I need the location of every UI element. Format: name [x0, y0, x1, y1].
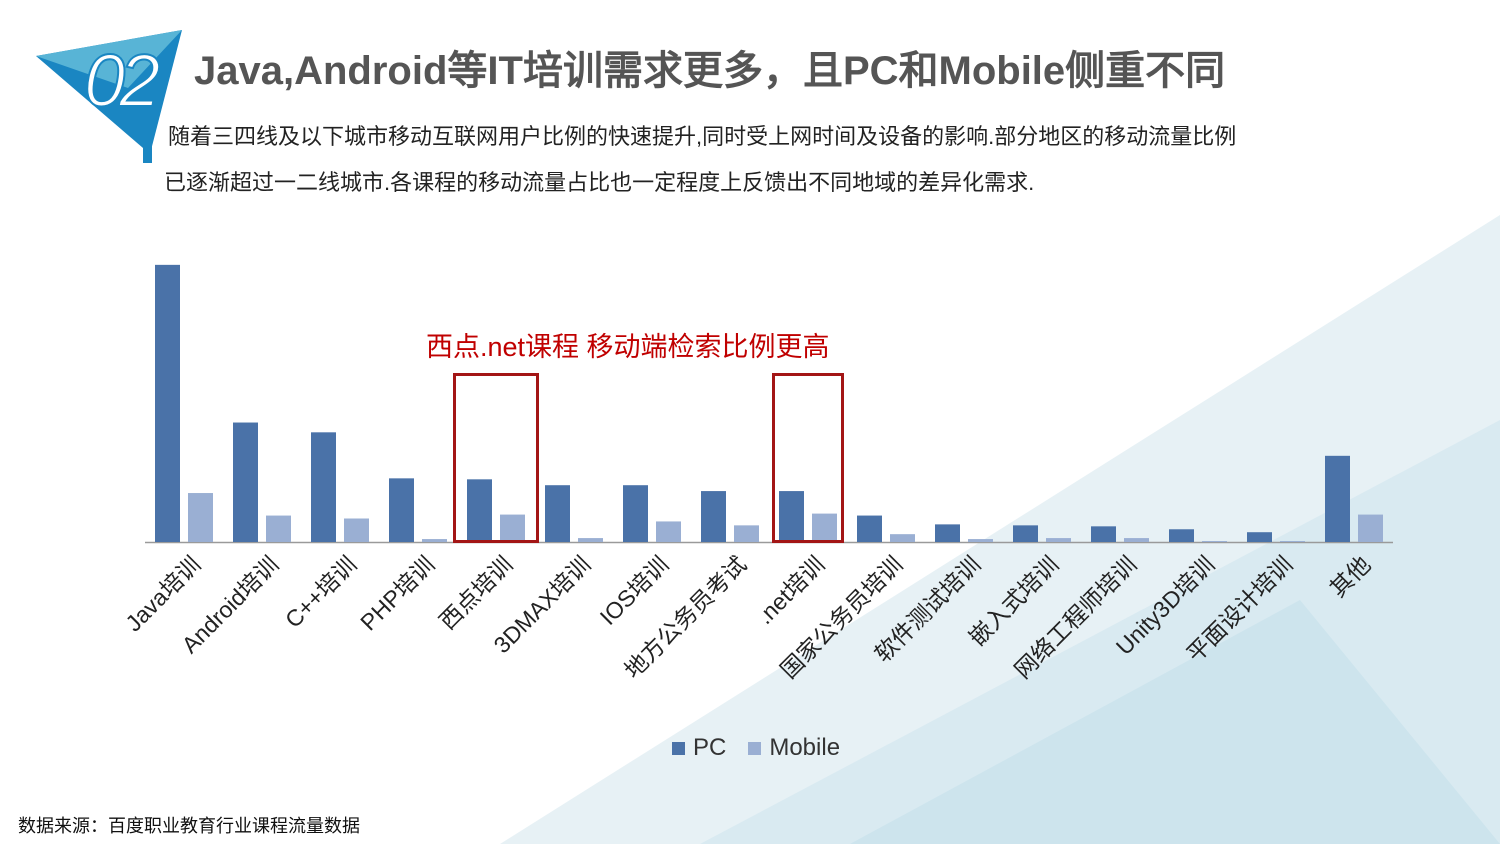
bar-mobile-12	[1124, 538, 1149, 542]
bar-pc-15	[1325, 455, 1350, 542]
bar-mobile-10	[968, 539, 993, 542]
bar-mobile-0	[188, 493, 213, 542]
section-number: 02	[83, 39, 161, 122]
bar-pc-0	[155, 264, 180, 542]
x-tick-label: PHP培训	[355, 551, 439, 635]
legend-label-mobile: Mobile	[769, 734, 841, 761]
chart-legend: PC Mobile	[672, 734, 854, 762]
x-tick-label: IOS培训	[595, 551, 674, 630]
bar-mobile-8	[812, 513, 837, 542]
description-line-1: 随着三四线及以下城市移动互联网用户比例的快速提升,同时受上网时间及设备的影响.部…	[168, 124, 1237, 149]
legend-swatch-pc	[672, 741, 685, 755]
bar-pc-2	[311, 432, 336, 542]
bar-pc-3	[389, 478, 414, 542]
bar-mobile-1	[266, 515, 291, 542]
highlight-box-2	[772, 373, 844, 543]
legend-item-mobile: Mobile	[748, 734, 840, 762]
x-tick-label: 其他	[1325, 551, 1376, 602]
bar-mobile-7	[734, 525, 759, 542]
bar-mobile-9	[890, 534, 915, 542]
bar-mobile-11	[1046, 538, 1071, 542]
bar-mobile-5	[578, 538, 603, 542]
page-title: Java,Android等IT培训需求更多，且PC和Mobile侧重不同	[194, 49, 1226, 93]
bar-pc-1	[233, 422, 258, 542]
description: 随着三四线及以下城市移动互联网用户比例的快速提升,同时受上网时间及设备的影响.部…	[164, 114, 1408, 206]
bar-mobile-15	[1358, 514, 1383, 542]
description-line-2: 已逐渐超过一二线城市.各课程的移动流量占比也一定程度上反馈出不同地域的差异化需求…	[164, 170, 1035, 195]
bar-pc-13	[1169, 529, 1194, 542]
legend-swatch-mobile	[748, 741, 762, 755]
bar-pc-7	[701, 491, 726, 542]
bar-pc-8	[779, 491, 804, 542]
legend-item-pc: PC	[672, 734, 726, 762]
bar-pc-9	[857, 515, 882, 542]
bar-mobile-4	[500, 514, 525, 542]
bar-pc-11	[1013, 525, 1038, 542]
x-tick-label: .net培训	[751, 551, 829, 629]
highlight-box-1	[453, 373, 539, 543]
legend-label-pc: PC	[693, 734, 727, 761]
accent-bar	[143, 122, 152, 163]
bar-mobile-3	[422, 539, 447, 542]
bar-mobile-14	[1280, 541, 1305, 542]
bar-pc-10	[935, 524, 960, 542]
bar-pc-12	[1091, 526, 1116, 542]
bar-mobile-13	[1202, 541, 1227, 542]
bar-mobile-2	[344, 518, 369, 542]
bar-pc-6	[623, 485, 648, 542]
x-tick-label: C++培训	[280, 551, 362, 633]
data-source: 数据来源：百度职业教育行业课程流量数据	[18, 816, 360, 836]
bar-pc-5	[545, 485, 570, 542]
bar-pc-14	[1247, 532, 1272, 542]
bar-mobile-6	[656, 521, 681, 542]
chart-annotation: 西点.net课程 移动端检索比例更高	[426, 332, 830, 362]
bar-pc-4	[467, 479, 492, 542]
